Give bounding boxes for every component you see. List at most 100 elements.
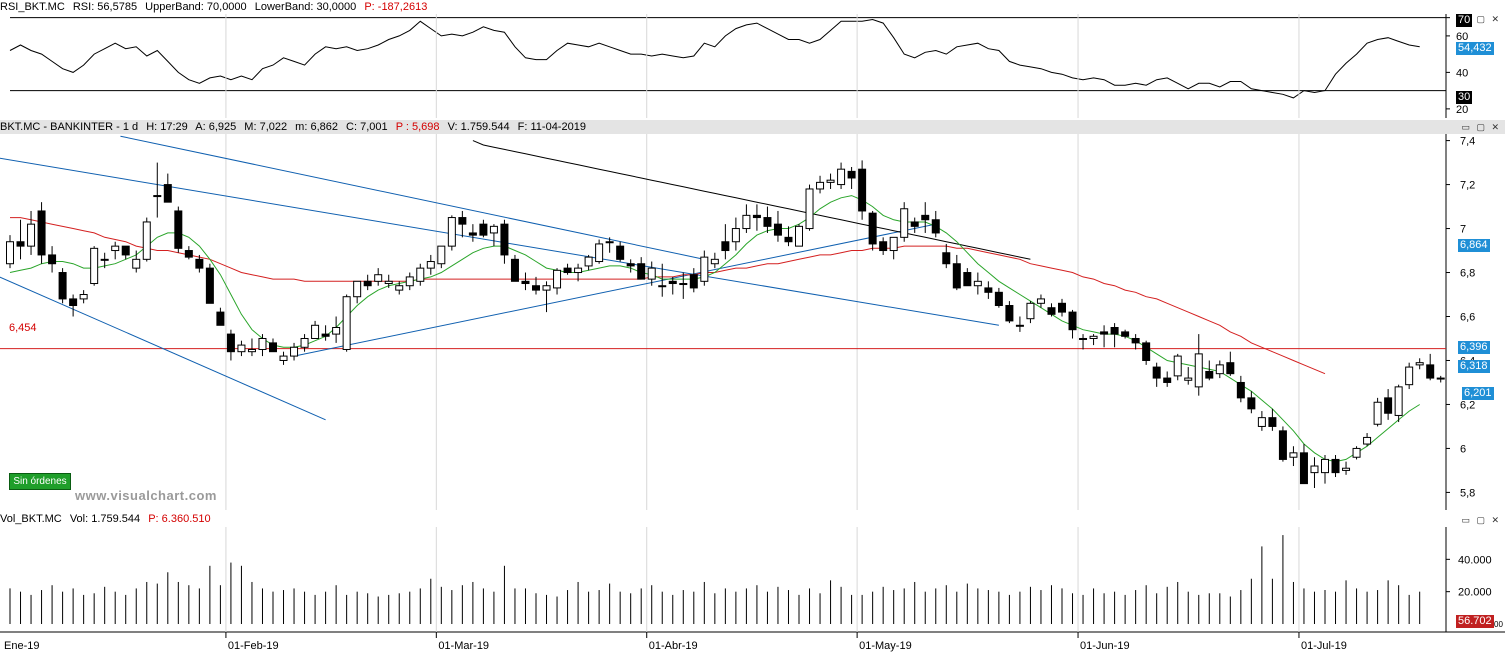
candle-body	[363, 280, 372, 287]
candle	[1005, 301, 1014, 324]
candle	[500, 219, 509, 264]
candle	[1110, 323, 1119, 348]
candle	[1131, 334, 1140, 350]
x-tick-label: 01-May-19	[859, 640, 912, 652]
candle	[1194, 334, 1203, 396]
rsi-lower-badge: 30	[1456, 91, 1473, 104]
rsi-series-line	[9, 18, 1420, 99]
candle	[395, 281, 404, 295]
candle-body	[416, 267, 425, 282]
candle-body	[773, 223, 782, 236]
rsi-series-name: RSI_BKT.MC	[0, 1, 65, 13]
candle-body	[647, 267, 656, 280]
candle	[837, 162, 846, 189]
candle	[816, 175, 825, 194]
x-tick-label: 01-Abr-19	[649, 640, 698, 652]
candle	[458, 210, 467, 238]
candle-body	[973, 280, 982, 287]
candle-body	[1184, 377, 1193, 381]
candle-body	[710, 258, 719, 265]
candle	[311, 320, 320, 339]
candle	[763, 206, 772, 233]
candle-body	[311, 324, 320, 339]
candle-body	[942, 252, 951, 265]
candle-body	[437, 245, 446, 265]
candle	[1068, 309, 1077, 339]
candle	[279, 351, 288, 365]
candle-body	[1415, 362, 1424, 366]
rsi-p-value: P: -187,2613	[364, 1, 428, 13]
candle-body	[458, 217, 467, 225]
last-price-badge: 6,318	[1458, 360, 1490, 373]
candle-body	[1142, 342, 1151, 361]
candle	[563, 263, 572, 275]
candle	[363, 274, 372, 291]
candle-body	[1394, 386, 1403, 416]
candle-body	[1426, 364, 1435, 379]
candle	[1299, 444, 1308, 485]
candle-body	[826, 179, 835, 183]
candle-body	[584, 256, 593, 267]
candle	[1121, 329, 1130, 339]
candle	[910, 217, 919, 233]
candle	[1215, 360, 1224, 379]
candle	[1152, 362, 1161, 387]
candle	[353, 280, 362, 304]
candle-body	[174, 210, 183, 249]
candle-body	[205, 267, 214, 304]
candle	[121, 245, 130, 260]
candle	[153, 162, 162, 218]
candle-body	[279, 355, 288, 361]
candle	[931, 210, 940, 238]
candle	[752, 204, 761, 231]
price-time: H: 17:29	[146, 121, 188, 133]
candle	[269, 338, 277, 353]
candle-body	[1342, 467, 1351, 471]
price-window-buttons[interactable]: ▭ ▢ ✕	[1461, 122, 1501, 132]
candle-body	[1121, 331, 1130, 337]
x-tick-label: Ene-19	[4, 640, 39, 652]
candle-body	[1247, 397, 1256, 410]
candle	[826, 173, 835, 189]
candle	[952, 254, 961, 291]
candle-body	[37, 210, 46, 256]
rsi-window-buttons[interactable]: ▭ ▢ ✕	[1461, 14, 1501, 24]
candle-body	[142, 221, 151, 260]
price-tick-label: 5,8	[1460, 487, 1475, 499]
candle	[1394, 384, 1403, 423]
candle-body	[963, 272, 972, 287]
candle-body	[605, 241, 614, 244]
candle	[1352, 446, 1361, 460]
candle	[973, 272, 982, 295]
vol-window-buttons[interactable]: ▭ ▢ ✕	[1461, 515, 1501, 525]
candle-body	[679, 283, 688, 286]
candle	[437, 245, 446, 269]
candle	[721, 224, 730, 260]
candle	[542, 281, 551, 313]
ma-mid-line	[10, 217, 1326, 375]
rsi-tick-label: 40	[1456, 67, 1468, 79]
candle	[1363, 433, 1372, 447]
candle	[1436, 375, 1445, 383]
candle	[805, 184, 814, 231]
candle	[300, 334, 309, 352]
candle	[784, 226, 793, 247]
candle	[416, 263, 425, 286]
orders-button[interactable]: Sin órdenes	[9, 473, 71, 490]
price-p-value: P : 5,698	[395, 121, 440, 133]
vol-p-value: P: 6.360.510	[148, 513, 211, 525]
candle	[321, 325, 330, 341]
candle	[1236, 375, 1245, 403]
price-close: C: 7,001	[346, 121, 388, 133]
candle-body	[868, 212, 877, 245]
x-tick-label: 01-Jul-19	[1301, 640, 1347, 652]
candle	[1247, 391, 1256, 414]
vol-badge-suffix: 00	[1494, 620, 1503, 629]
candle	[795, 224, 803, 247]
candle-body	[290, 346, 299, 357]
candle-body	[795, 225, 803, 247]
candle-body	[6, 241, 14, 265]
candle	[1289, 446, 1298, 467]
candle	[16, 219, 25, 260]
candle	[1257, 411, 1266, 431]
